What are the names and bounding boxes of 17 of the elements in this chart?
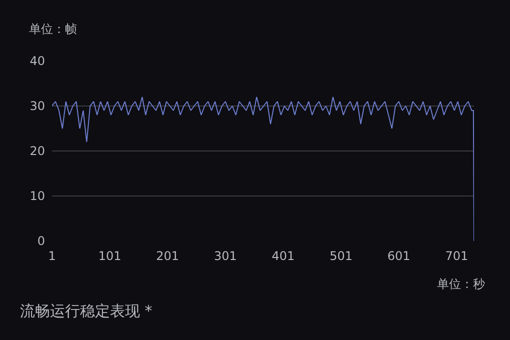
y-tick-label: 10 [30, 189, 45, 204]
x-tick-label: 401 [272, 249, 295, 263]
x-tick-label: 101 [98, 249, 122, 263]
x-tick-label: 701 [445, 249, 468, 263]
x-axis-title: 单位：秒 [437, 277, 485, 291]
y-tick-label: 40 [30, 54, 45, 68]
line-series [52, 96, 474, 241]
y-tick-label: 0 [37, 234, 45, 248]
y-axis-title: 单位：帧 [29, 22, 77, 36]
x-tick-label: 601 [387, 249, 410, 263]
y-tick-label: 20 [30, 144, 45, 158]
y-tick-label: 30 [30, 99, 45, 114]
text: 流畅运行稳定表现 * [20, 302, 153, 320]
x-tick-label: 201 [156, 249, 180, 263]
x-tick-label: 501 [330, 249, 352, 263]
x-tick-label: 301 [214, 249, 237, 263]
x-tick-label: 1 [48, 249, 56, 263]
